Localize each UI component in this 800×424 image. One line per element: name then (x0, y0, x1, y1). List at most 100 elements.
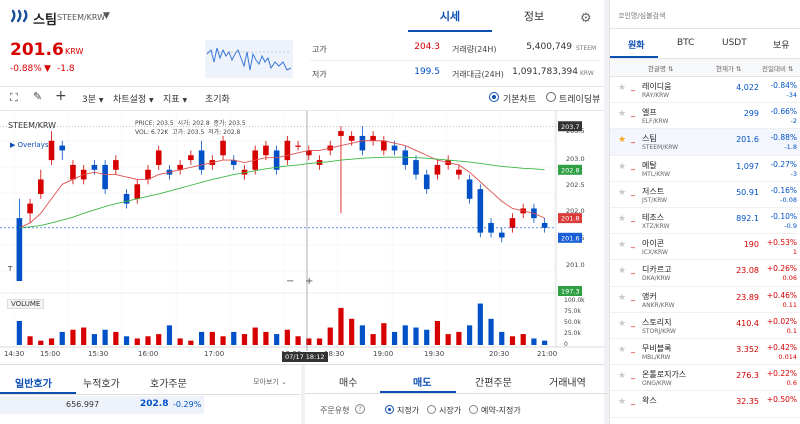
tab-orderbook-cumulative[interactable]: 누적호가 (83, 379, 120, 390)
coin-row[interactable]: ★ _ 엘프 ELF/KRW 299 -0.66% -2 (610, 103, 800, 130)
x-tick-label: 15:30 (88, 350, 108, 358)
coin-row[interactable]: ★ _ 테조스 XTZ/KRW 892.1 -0.10% -0.9 (610, 208, 800, 235)
radio-reserve[interactable] (469, 405, 478, 414)
tab-holdings[interactable]: 보유 (773, 41, 790, 51)
candle-body (220, 140, 226, 156)
group-view-select[interactable]: 모아보기 ⌄ (253, 377, 287, 387)
trend-dash-icon: _ (631, 134, 635, 144)
favorite-star-icon[interactable]: ★ (618, 109, 627, 120)
coin-change-pct: -0.66% (770, 107, 797, 117)
crosshair-icon[interactable]: + (55, 88, 67, 104)
coin-row[interactable]: ★ _ 스팀 STEEM/KRW 201.6 -0.88% -1.8 (610, 129, 800, 156)
orderbook-qty-cell (0, 396, 104, 414)
candle-body (402, 150, 409, 165)
coin-change-pct: +0.02% (766, 316, 797, 326)
coin-change-abs: -1.8 (784, 143, 797, 152)
tab-btc[interactable]: BTC (677, 38, 695, 48)
high-price-tag: 203.7 (561, 123, 580, 131)
coin-row[interactable]: ★ _ 레이디움 RAY/KRW 4,022 -0.84% -34 (610, 77, 800, 104)
coin-price: 32.35 (736, 397, 759, 407)
coin-search-input[interactable] (618, 8, 794, 24)
radio-market[interactable] (427, 405, 436, 414)
tab-simple-order[interactable]: 간편주문 (475, 378, 512, 389)
coin-row[interactable]: ★ _ 앵커 ANKR/KRW 23.89 +0.46% 0.11 (610, 287, 800, 313)
tab-quotes[interactable]: 시세 (408, 6, 492, 32)
trend-dash-icon: _ (631, 186, 635, 196)
favorite-star-icon[interactable]: ★ (618, 240, 627, 251)
col-price-header[interactable]: 현재가 ⇅ (716, 63, 741, 73)
candle-body (477, 189, 484, 233)
ohlc-high-label: 고가: (172, 128, 186, 136)
tab-sell[interactable]: 매도 (413, 378, 432, 389)
coin-row[interactable]: ★ _ 저스트 JST/KRW 50.91 -0.16% -0.08 (610, 182, 800, 208)
favorite-star-icon[interactable]: ★ (618, 371, 627, 382)
chart-settings-menu[interactable]: 차트설정 ▼ (113, 92, 154, 105)
coin-price: 4,022 (736, 83, 759, 92)
fullscreen-icon[interactable]: ⛶ (10, 91, 18, 104)
tab-buy[interactable]: 매수 (339, 378, 358, 389)
chevron-down-icon: ⌄ (281, 378, 287, 386)
interval-select[interactable]: 3분 ▼ (82, 92, 104, 105)
volume-tick-label: 50.0k (564, 319, 581, 326)
sort-icon: ⇅ (736, 65, 742, 73)
coin-row[interactable]: ★ _ 왁스 32.35 +0.50% (610, 391, 800, 418)
coin-row[interactable]: ★ _ 스토리지 STORJ/KRW 410.4 +0.02% 0.1 (610, 313, 800, 339)
list-header: 한글명 ⇅ 현재가 ⇅ 전일대비 ⇅ (610, 58, 800, 77)
coin-row[interactable]: ★ _ 아이콘 ICX/KRW 190 +0.53% 1 (610, 234, 800, 261)
candle-body (338, 131, 344, 136)
pair-label: STEEM/KRW (57, 13, 106, 22)
zoom-out-button[interactable]: − (286, 276, 295, 287)
ohlc-info: PRICE: 203.5 시가: 202.8 종가: 203.5 VOL: 6.… (135, 120, 246, 137)
tradingview-radio[interactable] (546, 92, 556, 102)
radio-limit[interactable] (385, 405, 394, 414)
reset-button[interactable]: 초기화 (205, 95, 230, 105)
favorite-star-icon[interactable]: ★ (618, 83, 627, 93)
favorite-star-icon[interactable]: ★ (618, 266, 627, 277)
tab-krw[interactable]: 원화 (628, 41, 645, 51)
pencil-icon[interactable]: ✎ (33, 90, 43, 103)
tab-trade-history[interactable]: 거래내역 (549, 378, 586, 389)
gear-icon[interactable]: ⚙ (580, 11, 592, 26)
volume-bar (359, 325, 365, 345)
candle-body (145, 169, 151, 180)
coin-row[interactable]: ★ _ 무비블록 MBL/KRW 3.352 +0.42% 0.014 (610, 339, 800, 366)
favorite-star-icon[interactable]: ★ (618, 345, 627, 355)
basic-chart-radio[interactable] (489, 92, 499, 102)
col-name-header[interactable]: 한글명 ⇅ (648, 63, 673, 73)
orderbook-price[interactable]: 202.8 (140, 399, 169, 409)
favorite-star-icon[interactable]: ★ (618, 135, 627, 146)
tab-info[interactable]: 정보 (523, 10, 545, 23)
main-panel: 스팀 STEEM/KRW ▼ 201.6 KRW -0.88% ▼ -1.8 시… (0, 0, 608, 424)
price-chart[interactable]: 203.5203.0202.5202.0201.5201.0203.7202.8… (0, 111, 604, 363)
toolbar-divider-top (0, 86, 604, 87)
col-change-header[interactable]: 전일대비 ⇅ (762, 63, 793, 73)
indicator-menu[interactable]: 지표 ▼ (163, 92, 187, 105)
orderbook-price-cell[interactable] (104, 396, 204, 414)
coin-change-abs: 1 (792, 248, 797, 257)
zoom-in-button[interactable]: + (305, 276, 314, 287)
coin-symbol: STEEM/KRW (642, 144, 679, 152)
favorite-star-icon[interactable]: ★ (618, 397, 627, 408)
favorite-star-icon[interactable]: ★ (618, 292, 627, 303)
favorite-star-icon[interactable]: ★ (618, 187, 627, 198)
candle-body (102, 164, 108, 190)
coin-row[interactable]: ★ _ 메탈 MTL/KRW 1,097 -0.27% -3 (610, 156, 800, 182)
tab-orderbook-normal[interactable]: 일반호가 (15, 379, 52, 390)
help-icon[interactable]: ? (355, 404, 365, 414)
coin-row[interactable]: ★ _ 디카르고 DKA/KRW 23.08 +0.26% 0.06 (610, 260, 800, 287)
x-tick-label: 21:00 (537, 350, 557, 358)
coin-change-pct: -0.16% (770, 185, 797, 195)
last-price-tag-bg (558, 232, 582, 243)
volume-bar (434, 321, 441, 345)
favorite-star-icon[interactable]: ★ (618, 161, 627, 172)
open-label: 시가: (177, 120, 191, 127)
favorite-star-icon[interactable]: ★ (618, 318, 627, 329)
overlays-toggle[interactable]: ▶ Overlays (10, 141, 49, 149)
low-price-tag-bg (558, 286, 582, 296)
tab-orderbook-order[interactable]: 호가주문 (150, 379, 187, 390)
favorite-star-icon[interactable]: ★ (618, 214, 627, 224)
tab-usdt[interactable]: USDT (722, 38, 747, 48)
pair-dropdown-icon[interactable]: ▼ (103, 11, 110, 21)
candle-body (348, 135, 355, 141)
coin-row[interactable]: ★ _ 온톨로지가스 ONG/KRW 276.3 +0.22% 0.6 (610, 365, 800, 392)
